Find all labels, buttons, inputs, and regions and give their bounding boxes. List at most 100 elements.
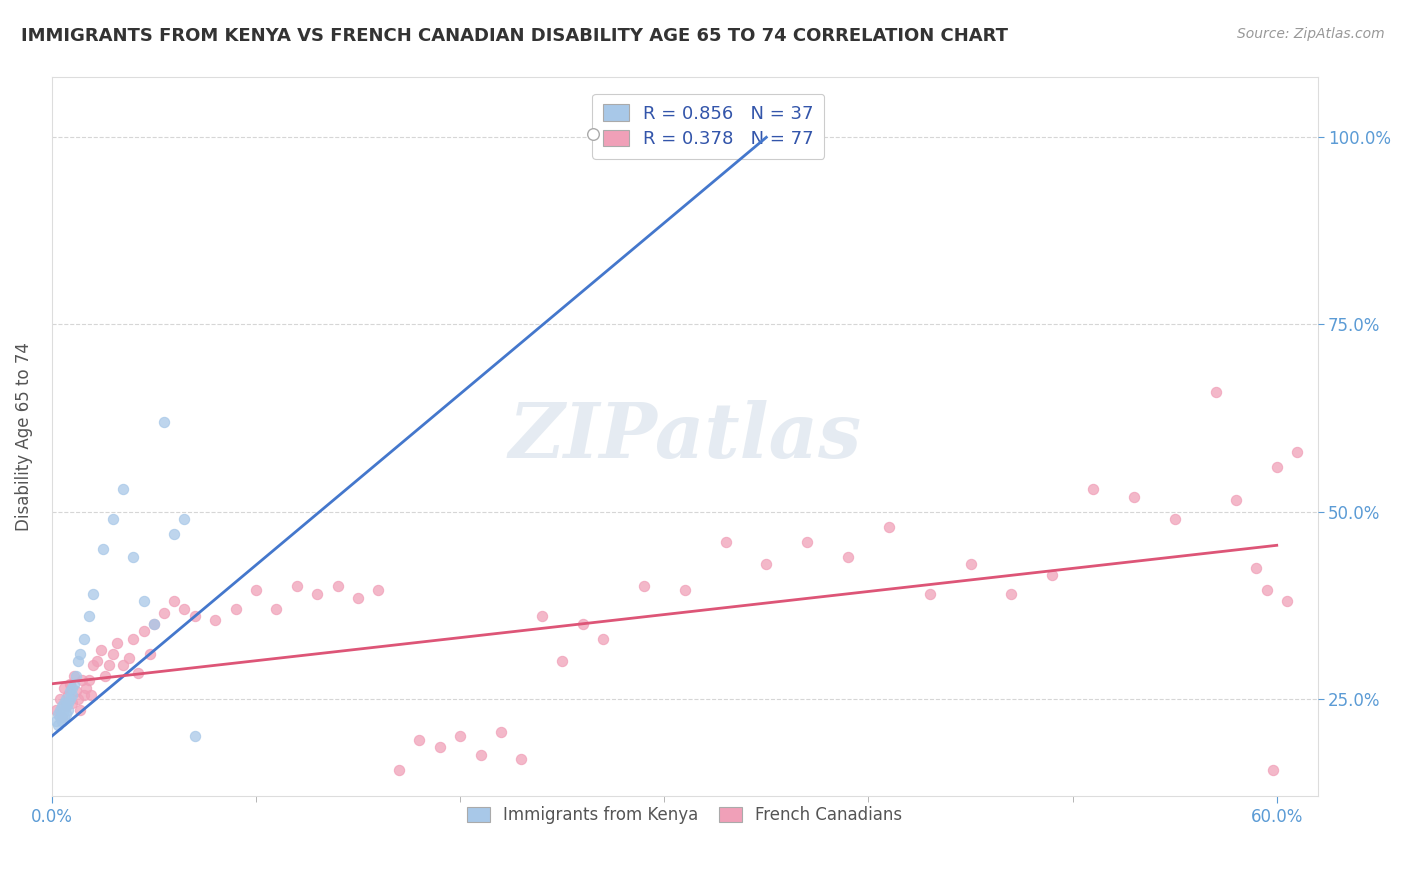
Point (101, 512, 124, 526)
Point (55, 699, 77, 714)
Point (582, 127, 605, 141)
Point (489, 725, 512, 739)
Point (959, 557, 981, 571)
Legend: Immigrants from Kenya, French Canadians: Immigrants from Kenya, French Canadians (457, 797, 912, 835)
Point (132, 594, 155, 608)
Point (245, 583, 267, 598)
Point (63, 669, 86, 683)
Point (204, 613, 226, 627)
Point (112, 482, 135, 496)
Point (86, 654, 108, 668)
Point (56, 696, 79, 710)
Point (551, 654, 574, 668)
Point (51, 714, 73, 729)
Point (49, 703, 72, 717)
Point (67, 654, 90, 668)
Point (673, 583, 696, 598)
Point (46, 718, 69, 732)
Point (60, 696, 83, 710)
Text: Source: ZipAtlas.com: Source: ZipAtlas.com (1237, 27, 1385, 41)
Point (918, 587, 941, 601)
Point (877, 519, 900, 533)
Point (755, 557, 778, 571)
Point (122, 549, 145, 564)
Point (65, 669, 87, 683)
Point (139, 647, 162, 661)
Point (59, 677, 82, 691)
Point (1265, 459, 1288, 474)
Point (307, 587, 329, 601)
Point (45, 703, 67, 717)
Point (266, 602, 288, 616)
Point (59, 684, 82, 698)
Point (1246, 561, 1268, 575)
Point (173, 512, 195, 526)
Point (1286, 444, 1309, 458)
Point (1163, 512, 1185, 526)
Point (45, 714, 67, 729)
Point (163, 594, 186, 608)
Point (1122, 490, 1144, 504)
Point (530, 609, 553, 624)
Point (1040, 568, 1063, 582)
Point (633, 579, 655, 593)
Point (67, 691, 90, 706)
Point (347, 591, 370, 605)
Point (90, 643, 112, 657)
Point (142, 616, 165, 631)
Point (367, 583, 389, 598)
Point (510, 752, 533, 766)
Point (53, 703, 76, 717)
Point (224, 602, 246, 616)
Point (91, 542, 114, 557)
Point (326, 579, 349, 593)
Point (127, 665, 149, 680)
Point (73, 632, 96, 646)
Point (388, 763, 411, 777)
Point (470, 747, 492, 762)
Y-axis label: Disability Age 65 to 74: Disability Age 65 to 74 (15, 343, 32, 532)
Point (571, 616, 593, 631)
Point (142, 616, 165, 631)
Point (56, 703, 79, 717)
Point (714, 534, 737, 549)
Point (837, 549, 859, 564)
Point (55, 691, 77, 706)
Point (77, 609, 100, 624)
Point (97, 658, 120, 673)
Point (449, 729, 471, 743)
Point (183, 609, 205, 624)
Point (69, 647, 91, 661)
Point (53, 681, 76, 695)
Point (51, 706, 73, 721)
Point (796, 534, 818, 549)
Point (63, 677, 86, 691)
Point (153, 415, 176, 429)
Point (49, 691, 72, 706)
Point (73, 688, 96, 702)
Point (72, 673, 94, 687)
Point (592, 632, 614, 646)
Point (101, 647, 124, 661)
Point (46, 706, 69, 721)
Point (59, 691, 82, 706)
Point (1261, 763, 1284, 777)
Point (82, 658, 104, 673)
Point (1205, 384, 1227, 399)
Point (285, 579, 308, 593)
Point (1000, 587, 1022, 601)
Point (408, 733, 430, 747)
Point (1275, 594, 1298, 608)
Point (132, 624, 155, 639)
Point (183, 729, 205, 743)
Point (49, 710, 72, 724)
Point (105, 635, 128, 649)
Point (79, 688, 101, 702)
Point (77, 673, 100, 687)
Point (55, 699, 77, 714)
Point (75, 681, 97, 695)
Point (53, 696, 76, 710)
Point (429, 740, 451, 755)
Point (51, 710, 73, 724)
Point (163, 527, 186, 541)
